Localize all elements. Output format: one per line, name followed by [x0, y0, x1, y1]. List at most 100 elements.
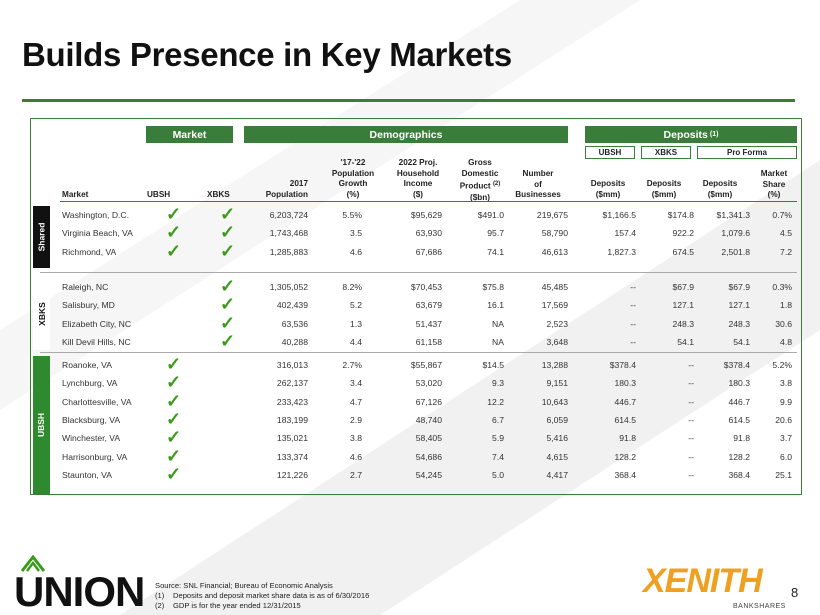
ubsh-check-icon: ✓ [166, 372, 182, 393]
table-row: Raleigh, NC 1,305,052 8.2% $70,453 $75.8 45,4… [60, 276, 797, 297]
cell-pop: 135,021 [276, 433, 308, 444]
cell-dep-xbks: -- [688, 378, 694, 389]
cell-biz: 2,523 [546, 318, 568, 329]
cell-growth: 3.5 [350, 228, 362, 239]
cell-gdp: 7.4 [492, 451, 504, 462]
cell-share: 5.2% [772, 360, 792, 370]
cell-income: $55,867 [410, 360, 442, 370]
cell-dep-pf: 2,501.8 [721, 246, 750, 257]
col-businesses: Number of Businesses [515, 169, 561, 200]
footnote-1: (1) Deposits and deposit market share dat… [155, 591, 370, 600]
xbks-check-icon: ✓ [220, 276, 236, 296]
cell-gdp: 9.3 [492, 378, 504, 389]
cell-growth: 8.2% [342, 282, 362, 292]
cell-pop: 63,536 [281, 318, 308, 329]
cell-pop: 1,285,883 [269, 246, 308, 257]
cell-market: Charlottesville, VA [62, 396, 132, 407]
cell-growth: 2.7 [350, 469, 362, 480]
cell-dep-pf: 614.5 [728, 414, 750, 425]
group-label-xbks: XBKS [33, 278, 50, 350]
cell-pop: 121,226 [276, 469, 308, 480]
cell-market: Kill Devil Hills, NC [62, 336, 131, 347]
cell-dep-ubsh: 614.5 [614, 414, 636, 425]
cell-income: 67,126 [415, 396, 442, 407]
market-header-box: Market [146, 126, 233, 143]
cell-gdp: 95.7 [487, 228, 504, 239]
cell-dep-pf: $1,341.3 [716, 210, 750, 220]
xbks-check-icon: ✓ [220, 330, 236, 351]
cell-dep-pf: 446.7 [728, 396, 750, 407]
header-rule [60, 201, 797, 202]
cell-income: 61,158 [415, 336, 442, 347]
cell-share: 1.8 [780, 300, 792, 311]
page-number: 8 [791, 585, 799, 600]
page-title: Builds Presence in Key Markets [22, 36, 512, 73]
cell-growth: 2.9 [350, 414, 362, 425]
cell-dep-xbks: -- [688, 360, 694, 370]
cell-dep-ubsh: $1,166.5 [602, 210, 636, 220]
table-row: Harrisonburg, VA 133,374 4.6 54,686 7.4 4,615… [60, 447, 797, 467]
cell-share: 3.7 [780, 433, 792, 444]
ubsh-check-icon: ✓ [166, 408, 182, 429]
cell-share: 4.5 [780, 228, 792, 239]
cell-income: $95,629 [410, 210, 442, 220]
cell-market: Virginia Beach, VA [62, 228, 133, 239]
cell-share: 20.6 [775, 414, 792, 425]
table-row: Kill Devil Hills, NC 40,288 4.4 61,158 NA 3,6… [60, 330, 797, 352]
deposits-sub-proforma: Pro Forma [697, 146, 797, 159]
cell-dep-pf: 368.4 [728, 469, 750, 480]
group-divider [40, 352, 797, 353]
union-logo: UNION [14, 568, 145, 615]
cell-dep-ubsh: -- [630, 336, 636, 347]
col-market: Market [62, 190, 89, 199]
cell-dep-ubsh: 91.8 [619, 433, 636, 444]
cell-market: Elizabeth City, NC [62, 318, 132, 329]
ubsh-check-icon: ✓ [166, 463, 182, 484]
ubsh-check-icon: ✓ [166, 222, 182, 243]
cell-dep-xbks: 54.1 [677, 336, 694, 347]
cell-dep-pf: $378.4 [723, 360, 750, 370]
cell-pop: 316,013 [276, 360, 308, 370]
cell-gdp: $491.0 [477, 210, 504, 220]
xenith-logo: XENITH [643, 562, 763, 600]
cell-dep-pf: 180.3 [728, 378, 750, 389]
cell-market: Winchester, VA [62, 433, 121, 444]
table-row: Lynchburg, VA 262,137 3.4 53,020 9.3 9,151 180… [60, 372, 797, 393]
ubsh-check-icon: ✓ [166, 427, 182, 448]
cell-income: $70,453 [410, 282, 442, 292]
cell-biz: 9,151 [546, 378, 568, 389]
table-row: Richmond, VA 1,285,883 4.6 67,686 74.1 46,613… [60, 240, 797, 262]
cell-dep-xbks: 922.2 [672, 228, 694, 239]
cell-pop: 262,137 [276, 378, 308, 389]
cell-dep-ubsh: -- [630, 300, 636, 311]
title-underline [22, 99, 795, 102]
cell-dep-xbks: 248.3 [672, 318, 694, 329]
cell-dep-pf: 54.1 [733, 336, 750, 347]
cell-biz: 58,790 [541, 228, 568, 239]
footnote-2: (2) GDP is for the year ended 12/31/2015 [155, 601, 301, 610]
col-market-share: Market Share (%) [760, 169, 788, 200]
cell-market: Lynchburg, VA [62, 378, 118, 389]
cell-dep-ubsh: 446.7 [614, 396, 636, 407]
col-income: 2022 Proj. Household Income ($) [396, 158, 440, 199]
cell-biz: 46,613 [541, 246, 568, 257]
cell-dep-xbks: -- [688, 433, 694, 444]
cell-growth: 4.4 [350, 336, 362, 347]
cell-share: 25.1 [775, 469, 792, 480]
cell-market: Washington, D.C. [62, 210, 130, 220]
cell-biz: 3,648 [546, 336, 568, 347]
cell-dep-xbks: -- [688, 414, 694, 425]
ubsh-check-icon: ✓ [166, 240, 182, 261]
xbks-check-icon: ✓ [220, 294, 236, 315]
table-row: Roanoke, VA 316,013 2.7% $55,867 $14.5 13,288… [60, 355, 797, 375]
cell-market: Richmond, VA [62, 246, 117, 257]
cell-market: Harrisonburg, VA [62, 451, 128, 462]
cell-dep-xbks: 674.5 [672, 246, 694, 257]
cell-share: 4.8 [780, 336, 792, 347]
col-deposits-xbks: Deposits ($mm) [646, 179, 682, 199]
cell-dep-pf: $67.9 [728, 282, 750, 292]
col-deposits-proforma: Deposits ($mm) [702, 179, 738, 199]
cell-growth: 3.4 [350, 378, 362, 389]
cell-biz: 5,416 [546, 433, 568, 444]
cell-income: 48,740 [415, 414, 442, 425]
